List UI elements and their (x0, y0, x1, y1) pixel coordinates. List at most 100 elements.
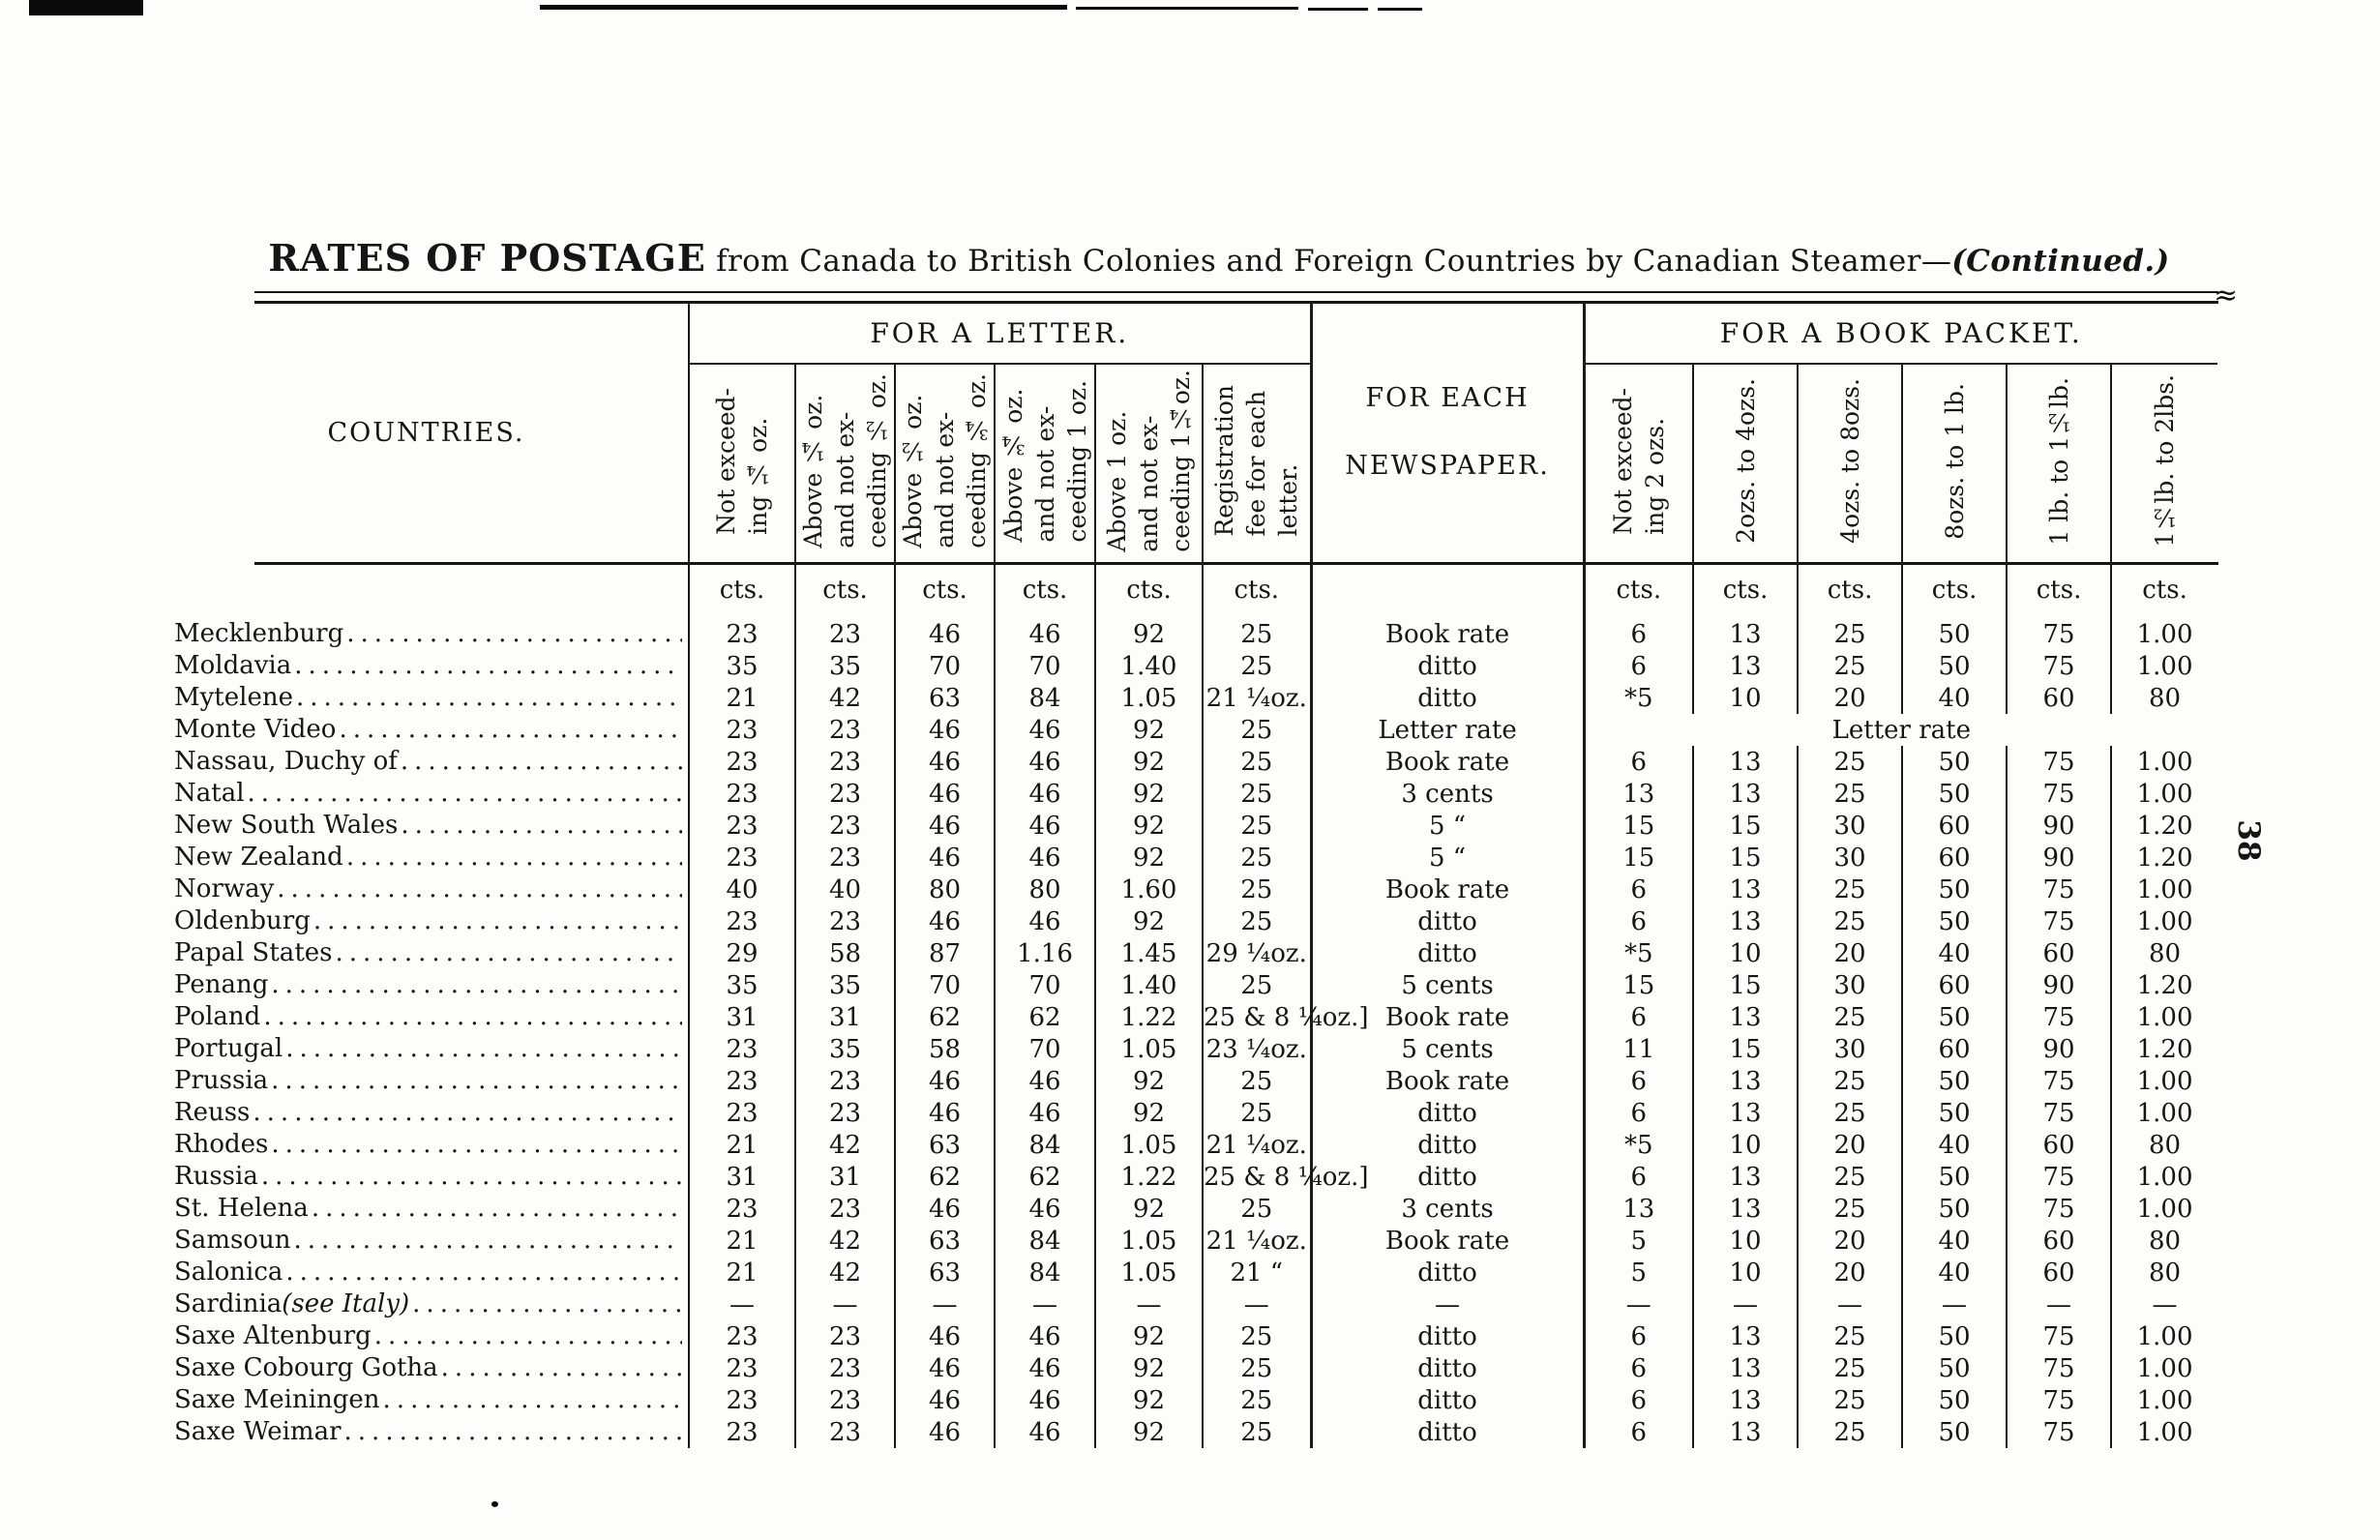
units-label: cts. (2110, 561, 2218, 618)
letter-rate-cell: 25 & 8 ¼oz.] (1201, 1001, 1369, 1033)
letter-rate-cell: 70 (994, 969, 1095, 1001)
newspaper-rate-cell: Letter rate (1309, 714, 1585, 746)
letter-rate-cell: — (994, 1288, 1095, 1320)
letter-rate-cell: 23 (794, 1193, 895, 1225)
letter-rate-cell: 23 (794, 1384, 895, 1416)
book-rate-cell: 60 (1901, 1033, 2008, 1065)
letter-rate-cell: 23 (688, 1033, 795, 1065)
newspaper-rate-cell: — (1309, 1288, 1585, 1320)
letter-rate-cell: 46 (894, 1416, 995, 1448)
book-rate-cell: 15 (1692, 969, 1799, 1001)
letter-rate-cell: 21 ¼oz. (1201, 1129, 1312, 1161)
units-label: cts. (894, 561, 995, 618)
letter-rate-cell: 92 (1094, 905, 1203, 937)
book-rate-cell: 1.00 (2110, 746, 2218, 778)
book-rate-cell: 10 (1692, 1257, 1799, 1288)
letter-col-header: Above ½ oz. and not ex- ceeding ¾ oz. (894, 364, 995, 561)
letter-rate-cell: 25 (1201, 778, 1312, 810)
leader-dots (253, 1097, 682, 1129)
book-rate-cell: 75 (2006, 1352, 2112, 1384)
letter-rate-cell: 70 (994, 1033, 1095, 1065)
letter-rate-cell: 21 (688, 682, 795, 714)
letter-rate-cell: 23 (794, 618, 895, 650)
letter-rate-cell: 62 (994, 1161, 1095, 1193)
book-rate-cell: 30 (1797, 1033, 1903, 1065)
country-wrap: Sardinia (see Italy) (164, 1288, 688, 1320)
letter-col-header: Above 1 oz. and not ex- ceeding 1¼oz. (1094, 364, 1203, 561)
newspaper-rate-cell: 3 cents (1309, 1193, 1585, 1225)
book-rate-cell: 30 (1797, 842, 1903, 874)
book-rate-cell: 13 (1692, 1352, 1799, 1384)
book-rate-cell: 40 (1901, 682, 2008, 714)
table-row: Sardinia (see Italy)————————————— (164, 1288, 2218, 1320)
book-rate-cell: 90 (2006, 842, 2112, 874)
country-cell: New Zealand (164, 842, 689, 874)
letter-rate-cell: 23 (794, 714, 895, 746)
book-rate-cell: — (1797, 1288, 1903, 1320)
letter-rate-cell: 46 (894, 618, 995, 650)
letter-rate-cell: 92 (1094, 778, 1203, 810)
newspaper-rate-cell: ditto (1309, 1416, 1585, 1448)
country-name: Russia (174, 1162, 258, 1191)
letter-rate-cell: 23 (794, 810, 895, 842)
letter-rate-cell: 31 (688, 1001, 795, 1033)
book-rate-cell: 1.20 (2110, 810, 2218, 842)
country-name: Monte Video (174, 715, 337, 744)
country-name: Portugal (174, 1034, 283, 1063)
country-wrap: Saxe Weimar (164, 1416, 688, 1448)
country-name: Samsoun (174, 1226, 291, 1255)
letter-rate-cell: 29 (688, 937, 795, 969)
letter-rate-cell: 46 (994, 618, 1095, 650)
countries-header: COUNTRIES. (327, 417, 525, 448)
letter-rate-cell: 84 (994, 1225, 1095, 1257)
country-cell: Prussia (164, 1065, 689, 1097)
book-rate-cell: 40 (1901, 937, 2008, 969)
book-rate-cell: 20 (1797, 682, 1903, 714)
book-rate-cell: 50 (1901, 1161, 2008, 1193)
book-rate-cell: *5 (1582, 682, 1694, 714)
book-rate-cell: 13 (1692, 1384, 1799, 1416)
book-rate-cell: 75 (2006, 1320, 2112, 1352)
letter-rate-cell: 92 (1094, 714, 1203, 746)
book-rate-cell: 13 (1692, 1097, 1799, 1129)
units-label: cts. (1201, 561, 1312, 618)
book-rate-cell: 15 (1582, 810, 1694, 842)
country-wrap: Oldenburg (164, 905, 688, 937)
letter-rate-cell: 21 ¼oz. (1201, 682, 1312, 714)
book-rate-cell: 25 (1797, 778, 1903, 810)
rotated-header-row: Not exceed- ing ¼ oz. Above ¼ oz. and not… (164, 364, 2218, 561)
letter-rate-cell: 23 (794, 778, 895, 810)
letter-col-header: Above ¾ oz. and not ex- ceeding 1 oz. (994, 364, 1095, 561)
letter-rate-cell: 92 (1094, 1097, 1203, 1129)
letter-rate-cell: 21 (688, 1257, 795, 1288)
book-rate-cell: 1.00 (2110, 1352, 2218, 1384)
book-rate-cell: 20 (1797, 937, 1903, 969)
book-rate-cell: *5 (1582, 1129, 1694, 1161)
book-col-label: 2ozs. to 4ozs. (1731, 378, 1760, 544)
letter-rate-cell: 46 (894, 1193, 995, 1225)
letter-rate-cell: 35 (688, 969, 795, 1001)
country-wrap: Reuss (164, 1097, 688, 1129)
letter-rate-cell: 25 (1201, 650, 1312, 682)
country-cell: Portugal (164, 1033, 689, 1065)
letter-rate-cell: 80 (894, 874, 995, 905)
book-rate-cell: 20 (1797, 1225, 1903, 1257)
letter-col-label: Above ¾ oz. and not ex- ceeding 1 oz. (998, 379, 1091, 543)
country-wrap: New Zealand (164, 842, 688, 874)
country-cell: Poland (164, 1001, 689, 1033)
book-rate-cell: — (2110, 1288, 2218, 1320)
letter-rate-cell: 84 (994, 1257, 1095, 1288)
country-wrap: Prussia (164, 1065, 688, 1097)
book-rate-cell: 10 (1692, 1225, 1799, 1257)
country-wrap: Papal States (164, 937, 688, 969)
book-rate-cell: 75 (2006, 1384, 2112, 1416)
letter-rate-cell: 25 (1201, 1320, 1312, 1352)
letter-rate-cell: 1.22 (1094, 1161, 1203, 1193)
letter-rate-cell: 23 (688, 1352, 795, 1384)
letter-rate-cell: 25 (1201, 1193, 1312, 1225)
letter-rate-cell: 31 (794, 1001, 895, 1033)
book-rate-cell: 1.00 (2110, 1161, 2218, 1193)
book-rate-cell: 13 (1582, 1193, 1694, 1225)
